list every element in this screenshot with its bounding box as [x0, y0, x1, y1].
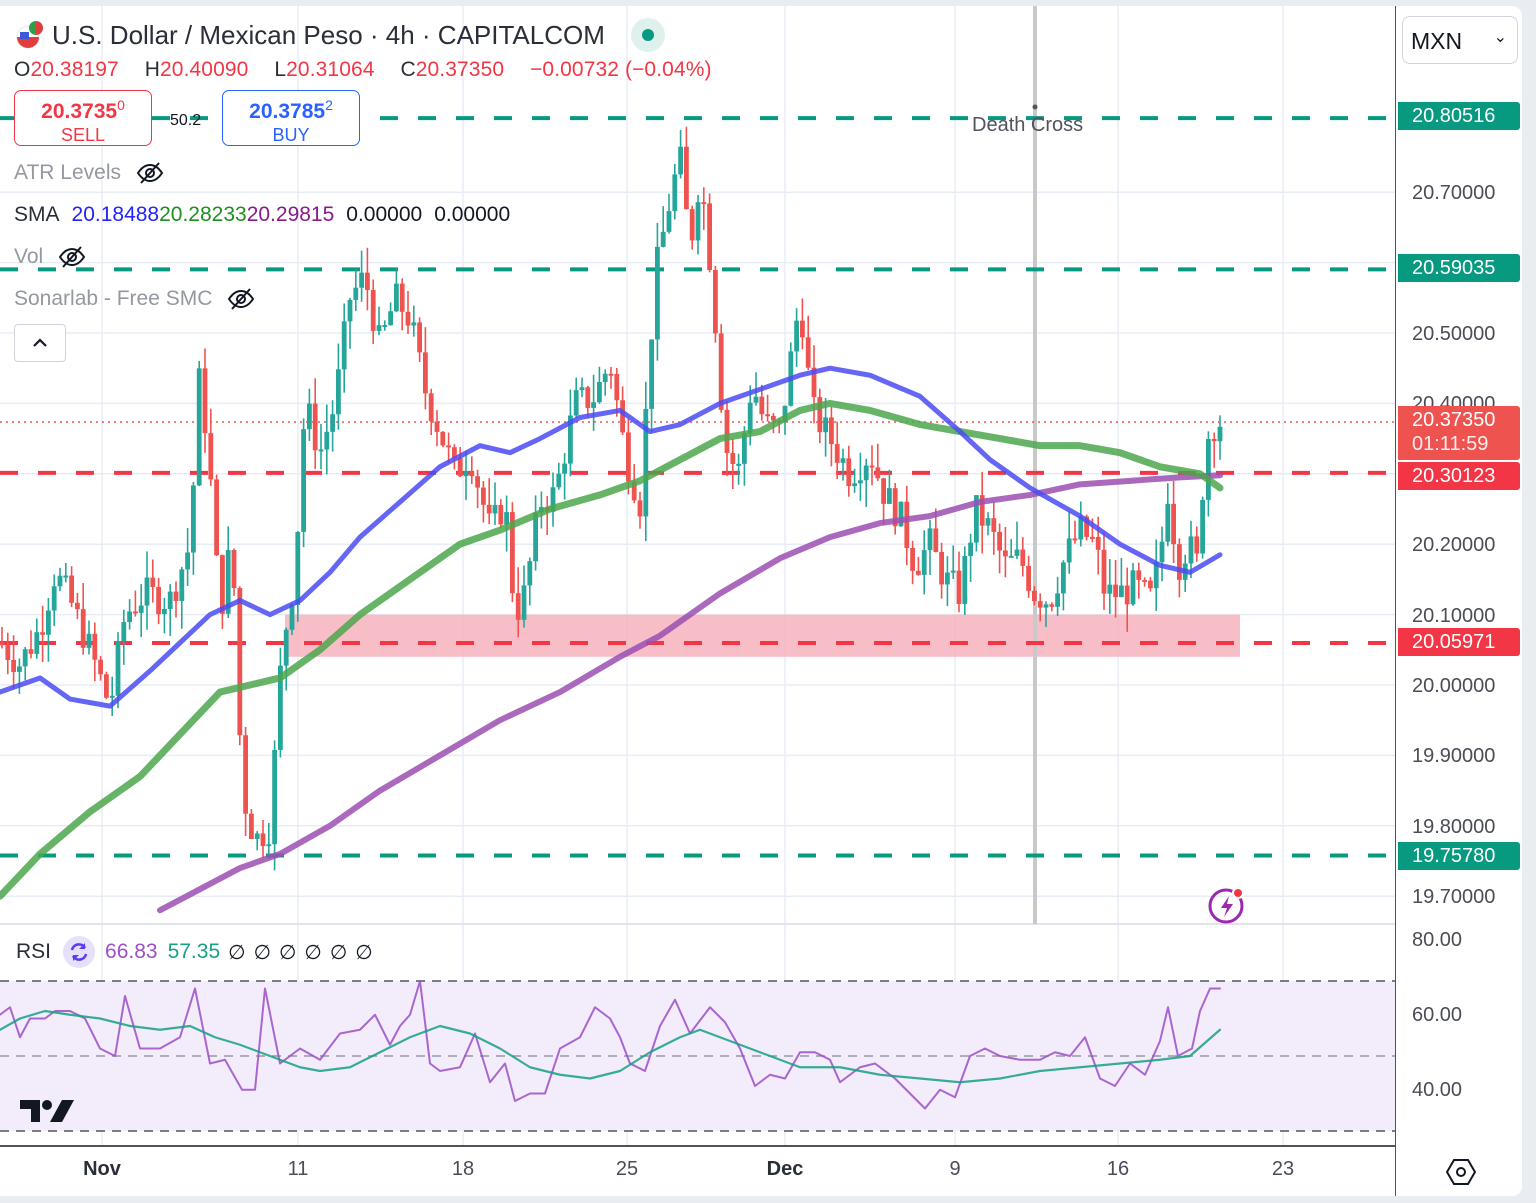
eye-hidden-icon[interactable] — [226, 286, 256, 312]
support-label-3: 19.75780 — [1398, 842, 1520, 870]
close-value: 20.37350 — [415, 58, 505, 81]
last-price-label: 20.37350 01:11:59 — [1398, 406, 1520, 460]
resistance-label-1: 20.80516 — [1398, 102, 1520, 130]
sell-button[interactable]: 20.37350 SELL — [14, 90, 152, 146]
collapse-legend-button[interactable] — [14, 324, 66, 362]
buy-button[interactable]: 20.37852 BUY — [222, 90, 360, 146]
sma-fast-value: 20.18488 — [71, 203, 160, 226]
chevron-up-icon — [33, 338, 47, 347]
change-value: −0.00732 (−0.04%) — [530, 58, 712, 81]
low-value: 20.31064 — [286, 58, 375, 81]
price-tick: 20.00000 — [1412, 675, 1496, 697]
chart-legend: U.S. Dollar / Mexican Peso · 4h · CAPITA… — [14, 18, 722, 362]
chevron-down-icon: ⌄ — [1493, 29, 1507, 46]
price-tick: 20.10000 — [1412, 605, 1496, 627]
indicator-sonarlab-smc[interactable]: Sonarlab - Free SMC — [14, 278, 722, 320]
currency-selector[interactable]: MXN ⌄ — [1402, 16, 1518, 64]
indicator-sma[interactable]: SMA 20.18488 20.28233 20.29815 0.00000 0… — [14, 203, 511, 226]
time-tick: 16 — [1106, 1158, 1130, 1180]
price-axis[interactable] — [1396, 6, 1522, 1196]
symbol-title-row[interactable]: U.S. Dollar / Mexican Peso · 4h · CAPITA… — [14, 18, 722, 52]
refresh-cycle-icon[interactable] — [63, 936, 96, 968]
time-tick: 11 — [287, 1158, 309, 1180]
symbol-title: U.S. Dollar / Mexican Peso · 4h · CAPITA… — [52, 19, 605, 50]
support-label-2: 20.05971 — [1398, 628, 1520, 656]
indicator-atr-levels[interactable]: ATR Levels — [14, 152, 722, 194]
rsi-value: 66.83 — [105, 940, 158, 963]
rsi-tick: 60.00 — [1412, 1004, 1463, 1026]
market-open-status-icon — [630, 18, 665, 52]
death-cross-annotation: Death Cross — [972, 114, 1084, 136]
support-label-1: 20.30123 — [1398, 462, 1520, 490]
rsi-ma-value: 57.35 — [167, 940, 221, 963]
time-tick: Nov — [83, 1158, 121, 1180]
sma-slow-value: 20.29815 — [246, 203, 335, 226]
eye-hidden-icon[interactable] — [135, 160, 165, 186]
eye-hidden-icon[interactable] — [57, 244, 87, 270]
spread-value: 50.2 — [170, 112, 202, 129]
time-tick: 18 — [451, 1158, 475, 1180]
sma-5-value: 0.00000 — [434, 203, 511, 226]
high-value: 20.40090 — [160, 58, 249, 81]
rsi-tick: 80.00 — [1412, 929, 1463, 951]
time-tick: 23 — [1271, 1158, 1295, 1180]
price-tick: 20.70000 — [1412, 182, 1496, 204]
sma-mid-value: 20.28233 — [159, 203, 247, 226]
price-tick: 20.20000 — [1412, 534, 1496, 556]
settings-hexagon-icon — [1446, 1159, 1476, 1185]
open-value: 20.38197 — [30, 58, 119, 81]
chart-frame: Death Cross U.S. Dollar / Mexican Peso ·… — [0, 6, 1522, 1196]
trade-buttons: 20.37350 SELL 50.2 20.37852 BUY — [14, 90, 722, 146]
price-tick: 19.70000 — [1412, 886, 1496, 908]
price-tick: 20.50000 — [1412, 323, 1496, 345]
price-chart-canvas[interactable] — [0, 6, 1522, 1196]
rsi-tick: 40.00 — [1412, 1079, 1463, 1101]
usd-mxn-flag-icon — [14, 20, 44, 50]
time-tick: Dec — [766, 1158, 804, 1180]
price-tick: 19.90000 — [1412, 745, 1496, 767]
time-tick: 25 — [615, 1158, 639, 1180]
ohlc-values: O20.38197 H20.40090 L20.31064 C20.37350 … — [14, 58, 712, 81]
candle-countdown: 01:11:59 — [1412, 433, 1489, 455]
time-tick: 9 — [949, 1158, 961, 1180]
indicator-vol[interactable]: Vol — [14, 236, 722, 278]
resistance-label-2: 20.59035 — [1398, 254, 1520, 282]
price-tick: 19.80000 — [1412, 816, 1496, 838]
sma-4-value: 0.00000 — [346, 203, 423, 226]
rsi-legend[interactable]: RSI 66.83 57.35 ∅ ∅ ∅ ∅ ∅ ∅ — [16, 936, 373, 968]
